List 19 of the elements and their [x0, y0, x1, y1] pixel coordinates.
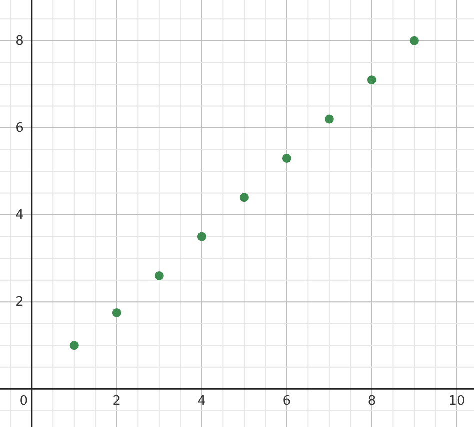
x-tick-label: 8 [368, 394, 376, 410]
point [324, 114, 334, 124]
x-tick-label: 2 [112, 394, 122, 410]
point [154, 271, 164, 280]
point [70, 341, 79, 350]
point [367, 76, 376, 85]
x-tick-label: 4 [198, 394, 206, 410]
y-tick-label: 6 [16, 120, 24, 136]
y-tick-label: 2 [16, 295, 24, 310]
point [112, 308, 122, 318]
point [240, 193, 249, 202]
y-tick-label: 8 [16, 34, 24, 49]
point [410, 36, 419, 46]
x-tick-label: 6 [282, 394, 292, 410]
point [197, 232, 206, 242]
y-tick-label: 4 [16, 208, 24, 224]
x-tick-label: 10 [448, 394, 466, 410]
point [282, 154, 292, 163]
x-tick-label: 0 [20, 394, 28, 410]
